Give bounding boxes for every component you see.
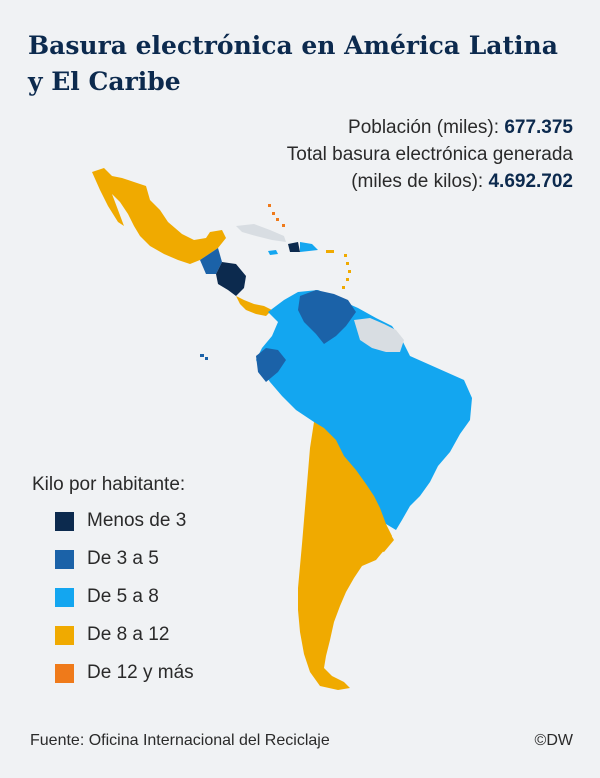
legend-item-de-3-a-5: De 3 a 5 [55, 547, 159, 571]
legend-label: De 5 a 8 [87, 586, 159, 607]
population-label: Población (miles): [348, 117, 505, 138]
region-guyanas [354, 318, 404, 352]
total-line: (miles de kilos): 4.692.702 [153, 168, 573, 195]
region-lesser-antilles [342, 254, 351, 289]
legend-swatch [55, 511, 74, 531]
region-dominican-republic [300, 242, 318, 252]
region-southern-cone [298, 422, 392, 690]
legend-title: Kilo por habitante: [32, 474, 186, 495]
map-title: Basura electrónica en América Latina y E… [28, 28, 588, 100]
region-ecuador [256, 348, 286, 382]
legend-label: De 12 y más [87, 662, 194, 683]
legend-swatch [55, 549, 74, 569]
legend-swatch [55, 587, 74, 607]
dw-credit: ©DW [534, 732, 573, 749]
legend-swatch [55, 663, 74, 683]
region-haiti [288, 242, 300, 252]
region-guatemala [200, 248, 222, 274]
region-cuba [236, 224, 286, 242]
total-label-line-2: (miles de kilos): [351, 171, 489, 192]
legend-item-de-12-y-mas: De 12 y más [55, 661, 194, 685]
source-note: Fuente: Oficina Internacional del Recicl… [30, 732, 330, 749]
region-puerto-rico [326, 250, 334, 253]
population-line: Población (miles): 677.375 [153, 114, 573, 141]
region-uruguay [372, 528, 394, 552]
total-value: 4.692.702 [488, 171, 573, 192]
legend-label: De 3 a 5 [87, 548, 159, 569]
legend-item-de-8-a-12: De 8 a 12 [55, 623, 169, 647]
title-line-1: Basura electrónica en América Latina [28, 31, 558, 60]
total-label-line-1: Total basura electrónica generada [286, 144, 573, 165]
legend-swatch [55, 625, 74, 645]
legend-item-de-5-a-8: De 5 a 8 [55, 585, 159, 609]
legend-item-menos-de-3: Menos de 3 [55, 509, 186, 533]
legend-label: Menos de 3 [87, 510, 187, 531]
population-value: 677.375 [504, 117, 573, 138]
region-bahamas [268, 204, 285, 227]
region-venezuela [298, 290, 356, 344]
legend-label: De 8 a 12 [87, 624, 170, 645]
region-costa-rica-panama [236, 296, 272, 316]
region-galapagos [200, 354, 208, 360]
title-line-2: y El Caribe [28, 67, 181, 96]
region-mexico [92, 168, 226, 264]
stats-block: Población (miles): 677.375 Total basura … [153, 114, 573, 195]
region-honduras-nicaragua [216, 262, 246, 296]
region-jamaica [268, 250, 278, 255]
region-south-america-base [256, 290, 472, 530]
